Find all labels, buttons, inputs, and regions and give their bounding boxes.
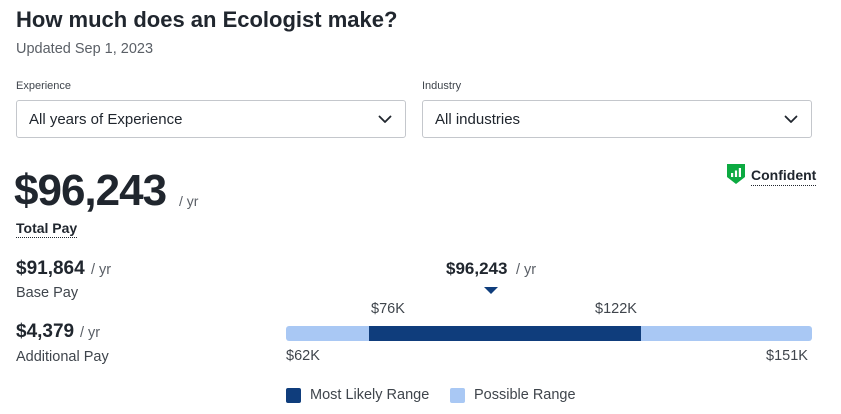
additional-pay-amount: $4,379 (16, 321, 75, 342)
base-pay-label: Base Pay (16, 285, 79, 301)
experience-select-value: All years of Experience (29, 110, 183, 128)
median-pay-unit: / yr (516, 262, 537, 278)
chevron-down-icon (783, 111, 799, 127)
industry-select-value: All industries (435, 110, 521, 128)
most-likely-range-bar (368, 326, 641, 341)
experience-filter-label: Experience (16, 80, 72, 92)
page-title: How much does an Ecologist make? (16, 7, 398, 32)
additional-pay-unit: / yr (80, 325, 101, 341)
total-pay-label[interactable]: Total Pay (16, 220, 78, 238)
likely-low-label: $76K (371, 301, 405, 317)
total-pay-unit: / yr (179, 193, 199, 209)
confidence-label: Confident (751, 167, 817, 186)
legend-possible-label: Possible Range (474, 387, 576, 403)
base-pay-unit: / yr (91, 262, 112, 278)
median-pay-value: $96,243 (446, 259, 508, 278)
chevron-down-icon (377, 111, 393, 127)
legend-swatch-likely (286, 387, 301, 403)
base-pay-amount: $91,864 (16, 258, 85, 279)
confidence-bars-icon (726, 163, 746, 190)
industry-filter-label: Industry (422, 80, 462, 92)
legend-most-likely: Most Likely Range (286, 387, 429, 403)
updated-date: Updated Sep 1, 2023 (16, 41, 154, 57)
range-min-label: $62K (286, 348, 320, 364)
industry-select[interactable]: All industries (422, 100, 812, 138)
experience-select[interactable]: All years of Experience (16, 100, 406, 138)
likely-high-label: $122K (595, 301, 637, 317)
additional-pay-label: Additional Pay (16, 349, 109, 365)
legend-likely-label: Most Likely Range (310, 387, 430, 403)
confidence-indicator[interactable]: Confident (726, 163, 817, 190)
legend-swatch-possible (450, 387, 465, 403)
range-max-label: $151K (766, 348, 808, 364)
median-marker-icon (484, 287, 498, 294)
total-pay-amount: $96,243 (14, 166, 167, 215)
legend-possible: Possible Range (450, 387, 576, 403)
